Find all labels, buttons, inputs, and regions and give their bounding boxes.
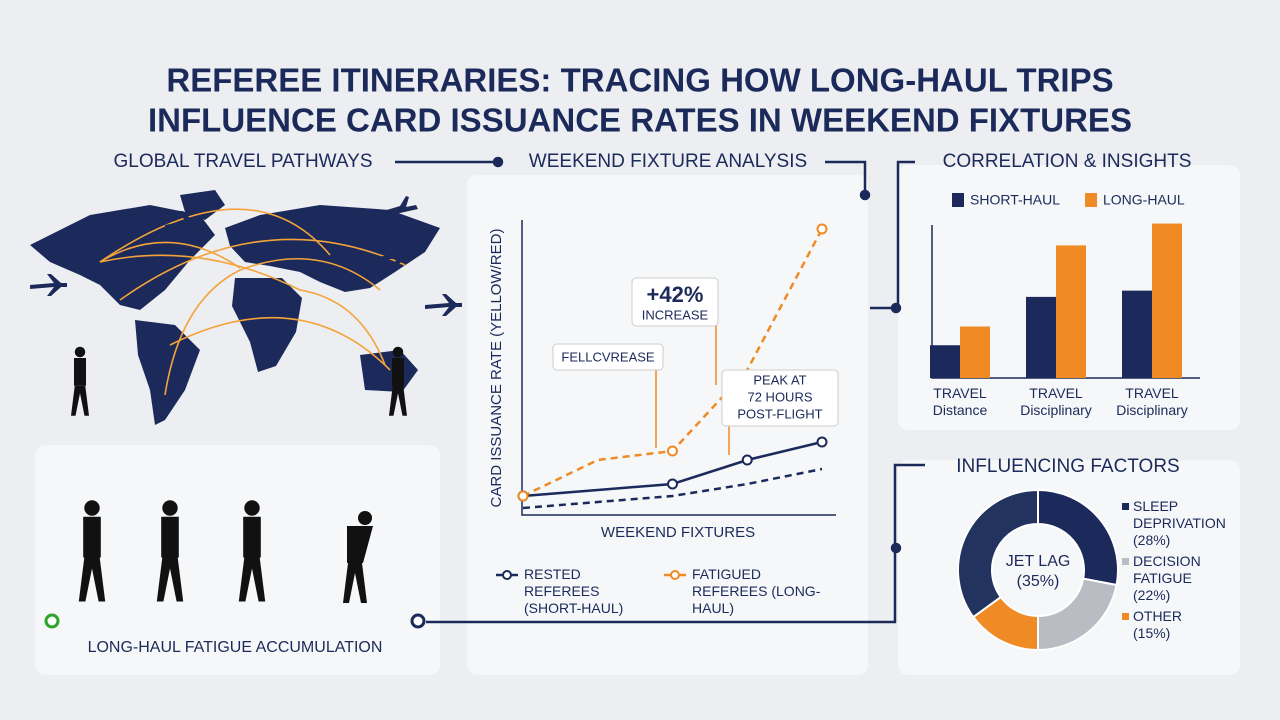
center-label: JET LAG (1006, 553, 1071, 570)
legend-swatch (952, 193, 964, 207)
fatigue-end (410, 613, 426, 629)
annotation: POST-FLIGHT (737, 406, 822, 421)
annotation-box (552, 343, 664, 371)
point (667, 478, 678, 490)
x-tick-label: TRAVEL Disciplinary (1116, 385, 1188, 418)
annotation: 72 HOURS (747, 389, 812, 404)
annotation: INCREASE (642, 307, 709, 322)
referee (71, 385, 89, 416)
referee (74, 346, 86, 358)
legend-label: RESTED REFEREES (SHORT-HAUL) (524, 566, 624, 616)
annotation-box (631, 277, 719, 327)
referee (238, 557, 266, 602)
axis (521, 220, 836, 516)
bar (930, 345, 960, 378)
referee (343, 563, 367, 603)
panel (35, 445, 440, 675)
y-axis-label: CARD ISSUANCE RATE (YELLOW/RED) (488, 229, 505, 508)
referee (84, 500, 100, 516)
center-label: (35%) (1017, 573, 1060, 590)
referee (392, 346, 404, 358)
planes (30, 196, 462, 316)
fatigue-start (44, 613, 60, 629)
legend-label: SLEEP DEPRIVATION (1133, 498, 1226, 531)
referee (161, 516, 179, 558)
annotation: PEAK AT (753, 372, 806, 387)
flight-paths (99, 208, 406, 396)
referee (389, 385, 407, 416)
legend-swatch (1085, 193, 1097, 207)
legend-value: (15%) (1133, 625, 1171, 641)
section-title: GLOBAL TRAVEL PATHWAYS (113, 151, 372, 172)
legend-swatch (1122, 558, 1129, 565)
bar (1122, 290, 1152, 378)
point (667, 445, 678, 457)
referee (156, 557, 184, 602)
title-line: REFEREE ITINERARIES: TRACING HOW LONG-HA… (166, 62, 1113, 99)
annotation-box (721, 369, 839, 427)
annotation: FELLCVREASE (561, 349, 655, 364)
connectors (395, 156, 925, 624)
referee (162, 500, 178, 516)
section-title: WEEKEND FIXTURE ANALYSIS (529, 151, 807, 172)
point (816, 223, 828, 235)
point (741, 454, 753, 466)
bar (960, 326, 990, 378)
legend-swatch (670, 570, 680, 580)
title-line: INFLUENCE CARD ISSUANCE RATES IN WEEKEND… (148, 102, 1132, 139)
referee (74, 358, 86, 386)
bar (1026, 296, 1056, 378)
referee (392, 358, 404, 386)
legend-label: FATIGUED REFEREES (LONG-HAUL) (692, 566, 821, 616)
legend-swatch (1122, 503, 1129, 510)
referee (244, 500, 260, 516)
referee (243, 516, 261, 558)
legend-swatch (1122, 613, 1129, 620)
bar (1056, 245, 1086, 378)
annotation: +42% (647, 282, 704, 307)
legend-label: LONG-HAUL (1103, 192, 1185, 208)
section-title: CORRELATION & INSIGHTS (943, 151, 1192, 172)
legend-value: (22%) (1133, 587, 1171, 603)
world-map (30, 190, 440, 425)
pie-slice (957, 488, 1039, 619)
x-tick-label: TRAVEL Disciplinary (1020, 385, 1092, 418)
legend-value: (28%) (1133, 532, 1171, 548)
x-axis-label: WEEKEND FIXTURES (601, 524, 755, 541)
legend-label: DECISION FATIGUE (1133, 553, 1201, 586)
legend-label: SHORT-HAUL (970, 192, 1060, 208)
referee (83, 516, 101, 558)
referee (347, 526, 373, 563)
legend-label: OTHER (1133, 608, 1182, 624)
x-tick-label: TRAVEL Distance (932, 385, 988, 418)
referee (358, 511, 372, 525)
legend-swatch (502, 570, 512, 580)
series-line (522, 467, 823, 510)
section-title: INFLUENCING FACTORS (956, 456, 1179, 477)
referee (78, 557, 106, 602)
section-title: LONG-HAUL FATIGUE ACCUMULATION (88, 639, 383, 656)
point (816, 436, 828, 448)
panel (467, 175, 868, 675)
point (517, 490, 529, 502)
bar (1152, 223, 1182, 378)
